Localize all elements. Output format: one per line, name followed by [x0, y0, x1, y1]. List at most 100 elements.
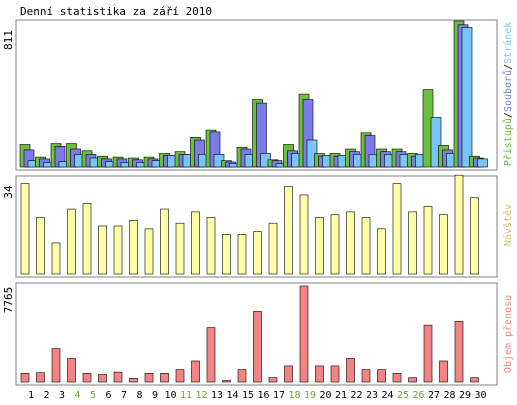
- x-tick-label-day-14: 14: [226, 390, 238, 401]
- y-max-label-visits: 34: [2, 185, 15, 199]
- x-tick-label-day-28: 28: [443, 390, 455, 401]
- bar-strnek-day-29: [461, 27, 473, 168]
- legend-item: Přístupů: [502, 118, 514, 166]
- bar-kbytes-day-26: [408, 377, 417, 383]
- bar-kbytes-day-25: [392, 373, 402, 383]
- bar-visits-day-14: [222, 234, 231, 275]
- bar-kbytes-day-4: [67, 358, 76, 383]
- x-tick-label-day-17: 17: [273, 390, 285, 401]
- bar-visits-day-4: [67, 208, 76, 275]
- x-tick-label-day-5: 5: [90, 390, 96, 401]
- bar-kbytes-day-8: [129, 377, 138, 383]
- bar-kbytes-day-22: [346, 358, 355, 383]
- bar-kbytes-day-30: [470, 377, 479, 383]
- legend-visits: Návštěv: [502, 204, 514, 246]
- bar-kbytes-day-3: [51, 348, 61, 383]
- bar-visits-day-27: [423, 205, 433, 275]
- bar-kbytes-day-2: [36, 372, 45, 383]
- x-tick-label-day-11: 11: [180, 390, 192, 401]
- x-tick-label-day-7: 7: [121, 390, 127, 401]
- bar-visits-day-13: [206, 217, 216, 275]
- bar-visits-day-3: [51, 242, 61, 275]
- bar-visits-day-15: [237, 234, 247, 275]
- bar-visits-day-30: [470, 197, 479, 275]
- bar-visits-day-7: [113, 225, 123, 275]
- x-tick-label-day-1: 1: [28, 390, 34, 401]
- x-tick-label-day-10: 10: [164, 390, 176, 401]
- x-tick-label-day-6: 6: [105, 390, 111, 401]
- bar-strnek-day-30: [477, 158, 488, 168]
- legend-hits: Přístupů/Souborů/Stránek: [502, 22, 514, 167]
- bar-visits-day-23: [361, 217, 371, 275]
- bar-kbytes-day-1: [20, 373, 30, 383]
- labels-layer: 811347765Přístupů/Souborů/StránekNávštěv…: [2, 22, 514, 401]
- bar-kbytes-day-29: [454, 321, 464, 383]
- bar-kbytes-day-17: [268, 377, 278, 383]
- bar-kbytes-day-5: [82, 373, 92, 383]
- x-tick-label-day-13: 13: [211, 390, 223, 401]
- legend-item: Souborů: [502, 70, 514, 112]
- x-tick-label-day-18: 18: [288, 390, 300, 401]
- bar-visits-day-26: [408, 211, 417, 275]
- bar-visits-day-22: [346, 211, 355, 275]
- bar-visits-day-19: [299, 194, 309, 275]
- bar-visits-day-24: [377, 228, 386, 275]
- bar-visits-day-6: [98, 225, 107, 275]
- bar-visits-day-18: [284, 186, 293, 275]
- x-tick-label-day-24: 24: [381, 390, 393, 401]
- bar-kbytes-day-20: [315, 365, 324, 383]
- bar-kbytes-day-11: [175, 369, 185, 383]
- bar-kbytes-day-15: [237, 369, 247, 383]
- x-tick-label-day-16: 16: [257, 390, 269, 401]
- x-tick-label-day-15: 15: [242, 390, 254, 401]
- bar-kbytes-day-10: [160, 373, 169, 383]
- bar-visits-day-9: [144, 228, 154, 275]
- bar-kbytes-day-12: [191, 360, 200, 383]
- x-tick-label-day-21: 21: [335, 390, 347, 401]
- legend-item: Objem přenosu: [502, 295, 514, 373]
- legend-item: Návštěv: [502, 204, 514, 246]
- bar-visits-day-29: [454, 174, 464, 275]
- y-max-label-hits: 811: [2, 30, 15, 50]
- bar-kbytes-day-23: [361, 369, 371, 383]
- legend-kbytes: Objem přenosu: [502, 295, 514, 373]
- bars-layer: [19, 20, 488, 383]
- bar-kbytes-day-19: [299, 285, 309, 383]
- bar-kbytes-day-9: [144, 373, 154, 383]
- bar-visits-day-25: [392, 183, 402, 275]
- x-tick-label-day-8: 8: [136, 390, 142, 401]
- bar-strnek-day-27: [430, 117, 442, 168]
- x-tick-label-day-2: 2: [43, 390, 49, 401]
- x-tick-label-day-4: 4: [74, 390, 80, 401]
- x-tick-label-day-30: 30: [474, 390, 486, 401]
- bar-visits-day-28: [439, 214, 448, 275]
- bar-visits-day-5: [82, 203, 92, 275]
- bar-visits-day-12: [191, 211, 200, 275]
- x-tick-label-day-3: 3: [59, 390, 65, 401]
- bar-kbytes-day-6: [98, 374, 107, 383]
- bar-visits-day-17: [268, 222, 278, 275]
- bar-kbytes-day-24: [377, 369, 386, 383]
- bar-kbytes-day-13: [206, 327, 216, 383]
- bar-kbytes-day-14: [222, 380, 231, 383]
- bar-kbytes-day-27: [423, 324, 433, 383]
- x-tick-label-day-9: 9: [152, 390, 158, 401]
- x-tick-label-day-20: 20: [319, 390, 331, 401]
- bar-kbytes-day-28: [439, 360, 448, 383]
- bar-visits-day-1: [20, 183, 30, 275]
- x-tick-label-day-25: 25: [397, 390, 409, 401]
- x-tick-label-day-12: 12: [195, 390, 207, 401]
- bar-visits-day-21: [330, 214, 340, 275]
- legend-item: /: [503, 64, 514, 70]
- legend-item: Stránek: [502, 22, 514, 64]
- bar-visits-day-2: [36, 217, 45, 275]
- legend-item: /: [503, 112, 514, 118]
- x-tick-label-day-26: 26: [412, 390, 424, 401]
- x-tick-label-day-22: 22: [350, 390, 362, 401]
- x-tick-label-day-19: 19: [304, 390, 316, 401]
- x-tick-label-day-23: 23: [366, 390, 378, 401]
- bar-visits-day-20: [315, 217, 324, 275]
- bar-kbytes-day-18: [284, 365, 293, 383]
- bar-kbytes-day-7: [113, 371, 123, 383]
